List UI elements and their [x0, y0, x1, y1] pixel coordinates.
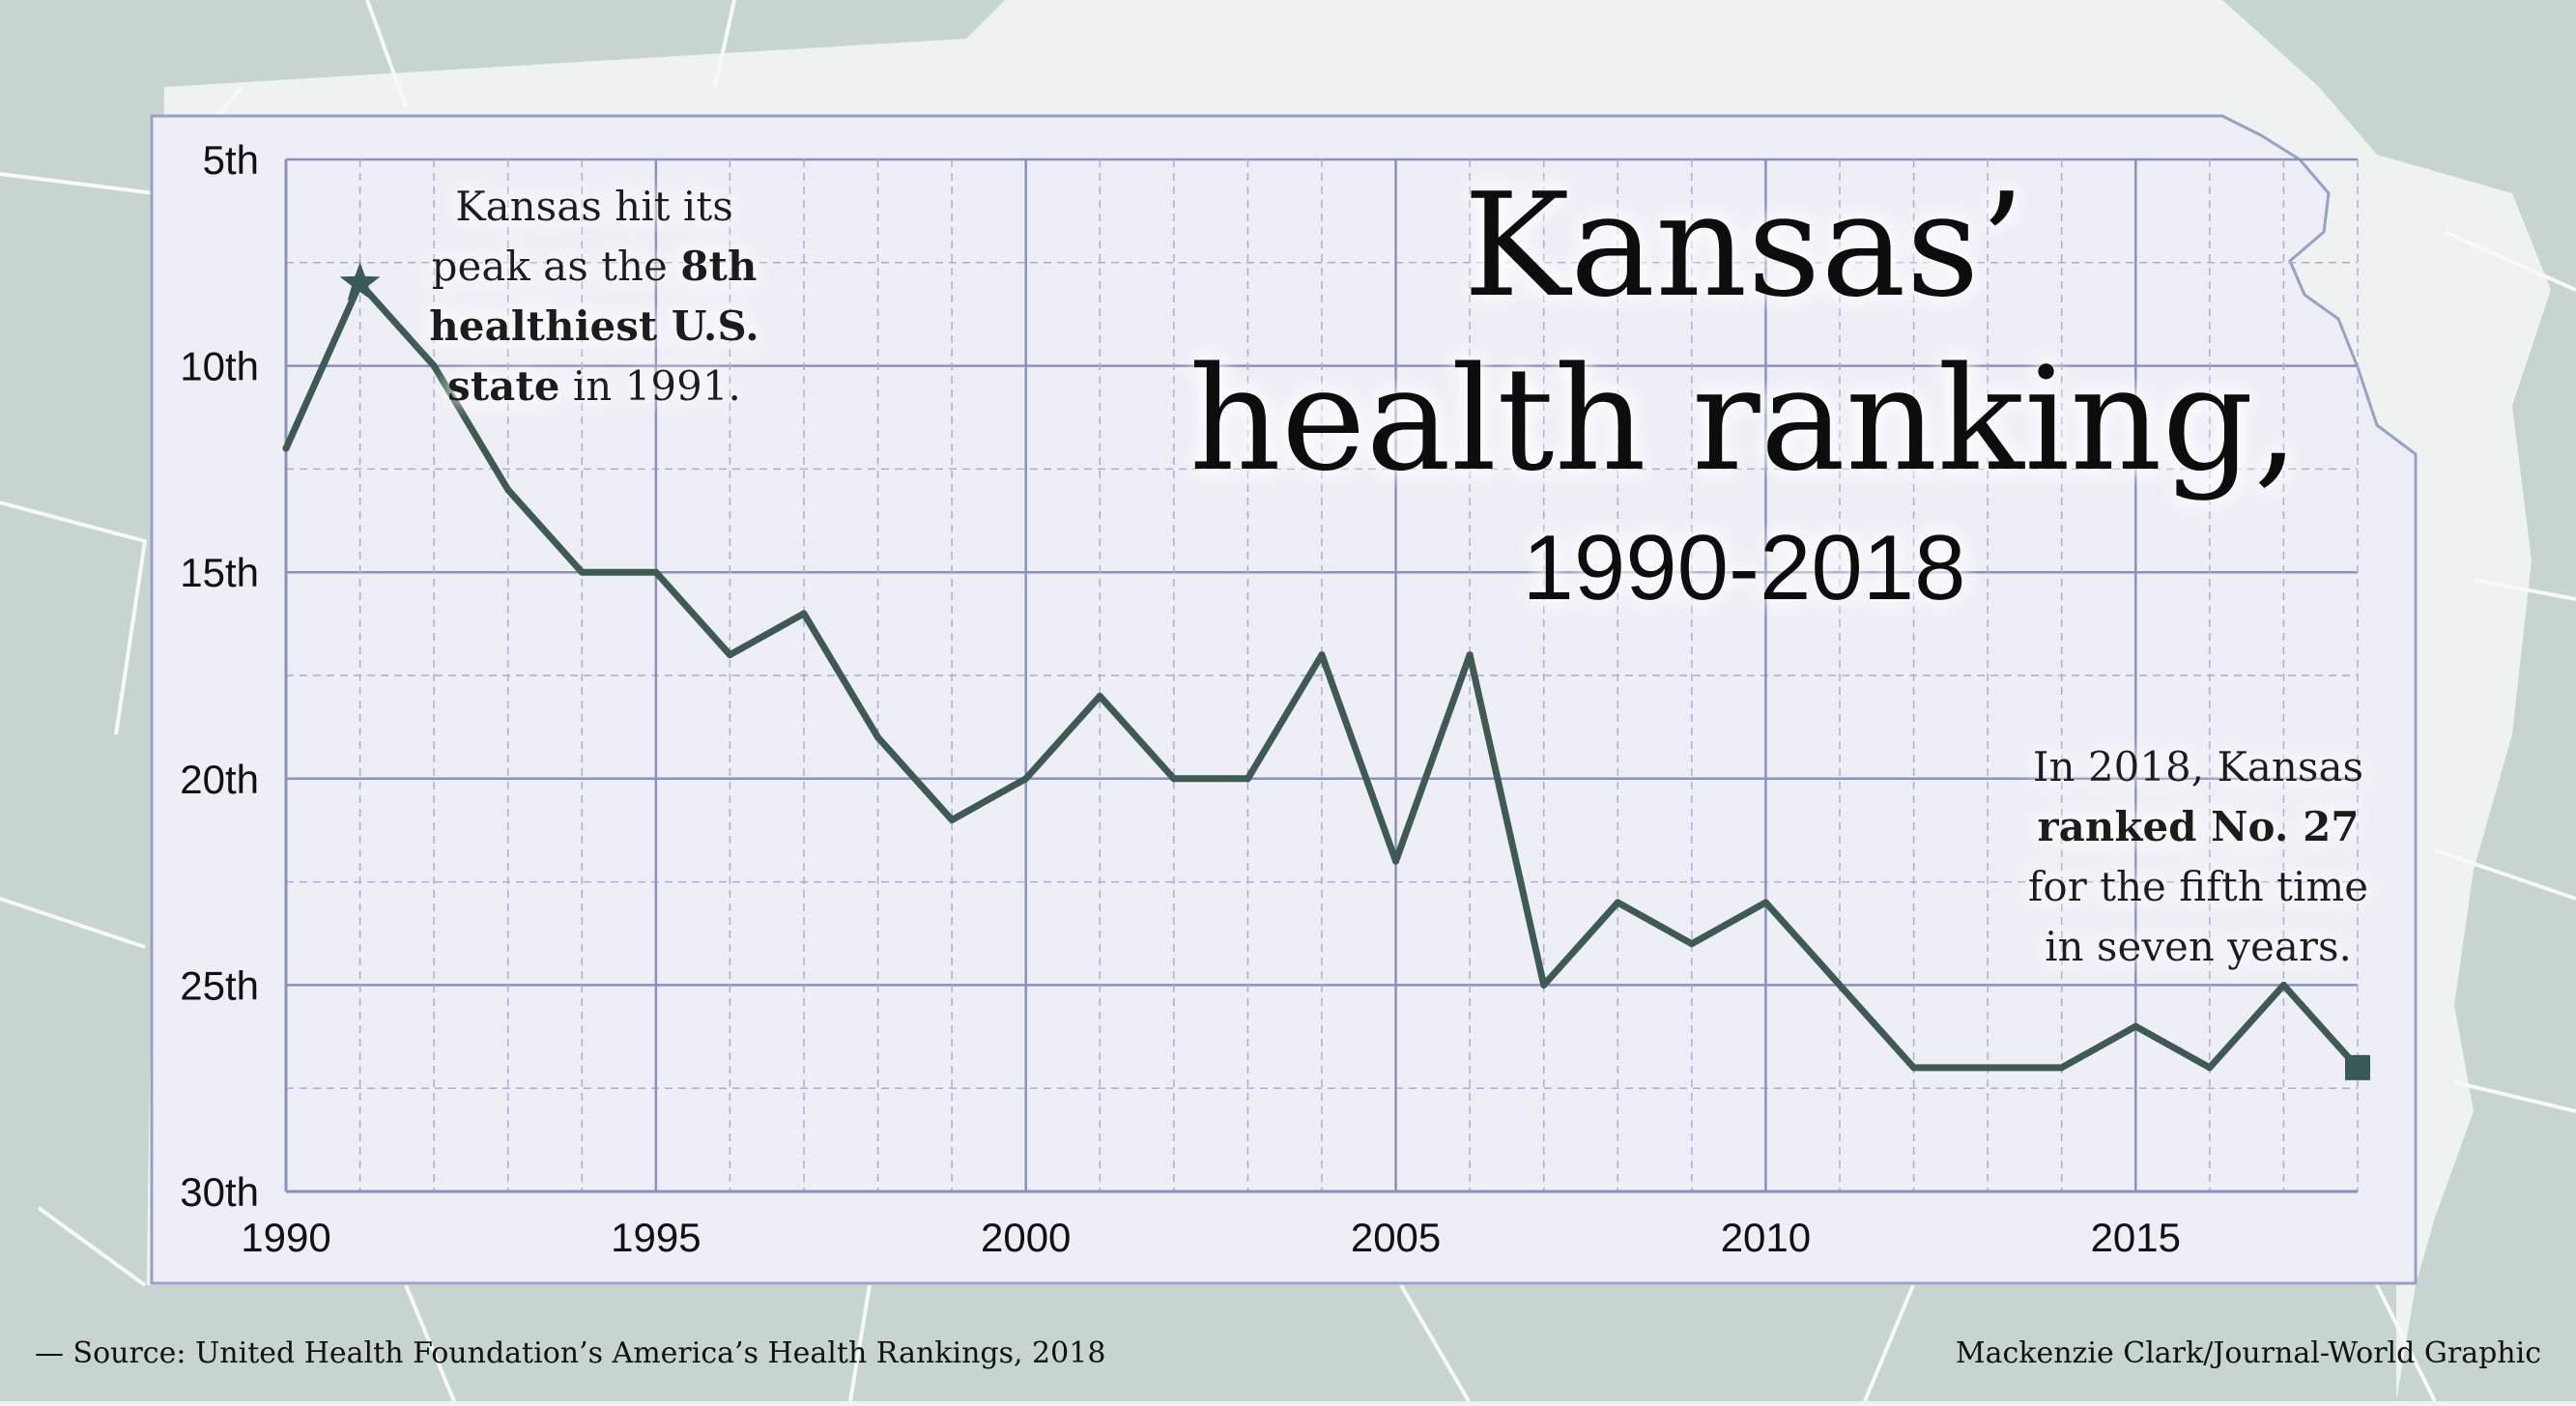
y-tick-label: 30th [180, 1169, 259, 1215]
data-point [430, 362, 438, 370]
chart-subtitle: 1990-2018 [1522, 516, 1965, 619]
annotation-text: peak as the [432, 243, 681, 290]
data-point [282, 445, 290, 452]
map-land-bottom [145, 1285, 2396, 1401]
data-point [1761, 899, 1769, 906]
x-tick-label: 2015 [2091, 1215, 2181, 1260]
map-land-right [2222, 0, 2576, 1401]
data-point [1170, 775, 1178, 783]
chart-title-line1: Kansas’ [1463, 162, 2024, 329]
annotation-peak-note: Kansas hit its peak as the 8th healthiest … [429, 183, 759, 410]
y-tick-label: 10th [180, 344, 259, 389]
x-tick-label: 1995 [611, 1215, 701, 1260]
annotation-line: in seven years. [2045, 923, 2352, 970]
data-point [2206, 1064, 2214, 1072]
data-series [282, 262, 2370, 1080]
annotation-text: Kansas hit its [455, 183, 733, 230]
annotation-line: for the fifth time [2028, 863, 2368, 910]
data-point [1688, 940, 1696, 948]
annotation-line: ranked No. 27 [2037, 803, 2359, 850]
end-square-marker [2345, 1054, 2370, 1080]
data-point [1318, 651, 1326, 659]
plot-grid [284, 158, 2359, 1193]
y-tick-label: 5th [203, 137, 259, 183]
y-tick-label: 15th [180, 550, 259, 595]
annotation-text: in 1991. [559, 362, 740, 410]
chart-title-line2: health ranking, [1189, 336, 2300, 502]
annotation-bold-text: 8th [680, 243, 757, 290]
annotation-line: healthiest U.S. [429, 302, 759, 350]
data-point [1392, 857, 1400, 865]
x-tick-label: 2005 [1351, 1215, 1441, 1260]
y-axis: 5th 10th 15th 20th 25th 30th [180, 137, 288, 1215]
annotation-line: In 2018, Kansas [2033, 743, 2363, 790]
data-point [1096, 692, 1103, 700]
data-point [800, 610, 808, 617]
data-point [2279, 981, 2287, 989]
annotation-bold-text: ranked No. 27 [2037, 803, 2359, 850]
graphic-credit: Mackenzie Clark/Journal-World Graphic [1956, 1336, 2541, 1370]
data-point [504, 486, 512, 494]
kansas-panel [150, 114, 2418, 1285]
data-point [1244, 775, 1251, 783]
annotation-line: peak as the 8th [432, 243, 758, 290]
annotation-bold-text: state [447, 362, 559, 410]
x-tick-label: 2000 [981, 1215, 1071, 1260]
data-point [726, 651, 733, 659]
source-note: — Source: United Health Foundation’s Ame… [35, 1336, 1105, 1370]
y-tick-label: 20th [180, 757, 259, 802]
data-point [1836, 981, 1844, 989]
annotation-bold-text: healthiest U.S. [429, 302, 759, 350]
annotations: Kansas hit its peak as the 8th healthiest … [429, 183, 2368, 970]
map-land-left [0, 0, 1005, 1401]
data-point [1910, 1064, 1918, 1072]
data-point [578, 568, 586, 576]
x-axis: 1990 1995 2000 2005 2010 2015 [241, 1190, 2358, 1260]
annotation-line: Kansas hit its [455, 183, 733, 230]
peak-star-marker [339, 262, 381, 301]
data-point [1022, 775, 1030, 783]
data-point [1984, 1064, 1991, 1072]
data-point [1466, 651, 1474, 659]
annotation-end-note: In 2018, Kansas ranked No. 27 for the fift… [2028, 743, 2368, 970]
data-point [2058, 1064, 2066, 1072]
x-tick-label: 1990 [241, 1215, 330, 1260]
data-point [874, 733, 882, 741]
y-tick-label: 25th [180, 962, 259, 1008]
x-tick-label: 2010 [1721, 1215, 1811, 1260]
annotation-text: for the fifth time [2028, 863, 2368, 910]
annotation-text: in seven years. [2045, 923, 2352, 970]
data-point [1614, 899, 1621, 906]
data-point [948, 817, 956, 824]
data-point [2132, 1022, 2139, 1030]
chart-title-block: Kansas’ health ranking, 1990-2018 [1189, 162, 2300, 619]
annotation-line: state in 1991. [447, 362, 741, 410]
data-point [652, 568, 660, 576]
data-point [1540, 981, 1548, 989]
annotation-text: In 2018, Kansas [2033, 743, 2363, 790]
